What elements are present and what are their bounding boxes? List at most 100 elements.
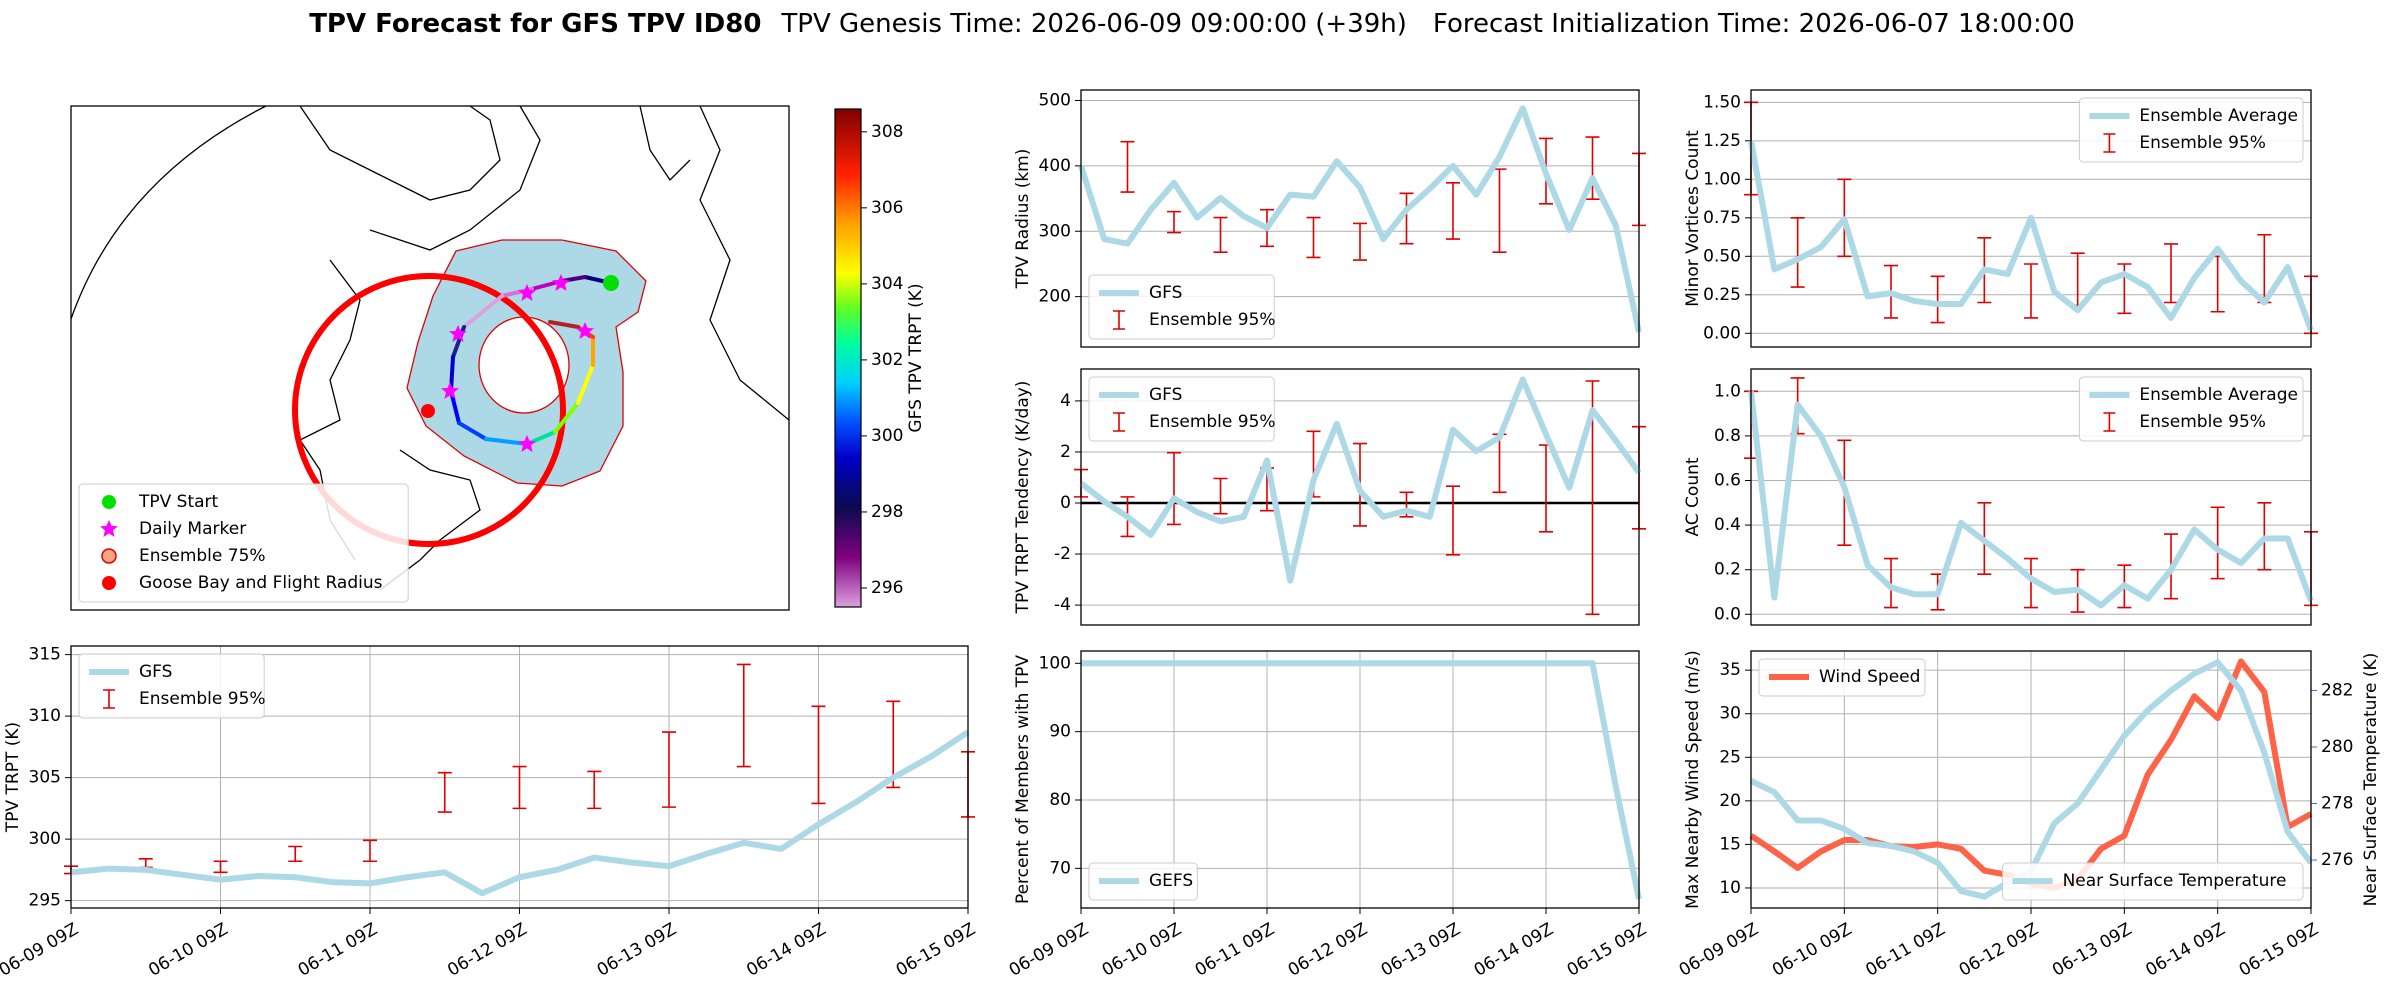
legend-errorbar (1113, 412, 1125, 432)
legend-box (1088, 862, 1198, 901)
coast (639, 105, 691, 182)
y-axis-label: Percent of Members with TPV (1013, 655, 1033, 904)
x-tick-label: 06-12 09Z (444, 919, 530, 980)
legend-label: Ensemble 75% (139, 546, 266, 566)
error-bar (2210, 255, 2225, 313)
legend-label: GFS (1149, 385, 1182, 405)
error-bar (213, 860, 228, 874)
coast (299, 105, 501, 201)
error-bar (587, 770, 602, 810)
error-bar (1539, 444, 1553, 533)
x-tick-label: 06-14 09Z (743, 919, 829, 980)
ensemble-area (406, 239, 647, 487)
colorbar (834, 108, 862, 608)
y-tick-label: 0.2 (1714, 560, 1741, 580)
x-tick-label: 06-13 09Z (2049, 919, 2135, 980)
x-tick-label: 06-11 09Z (295, 919, 381, 980)
legend-marker (102, 576, 116, 590)
y2-tick-label: 276 (2321, 850, 2353, 870)
colorbar-tick-label: 296 (871, 578, 903, 598)
y-tick-label: 300 (29, 829, 61, 849)
error-bar (1120, 140, 1135, 193)
y-axis-label: TPV TRPT Tendency (K/day) (1013, 381, 1033, 615)
y-tick-label: 1.00 (1703, 169, 1741, 189)
x-tick-label: 06-09 09Z (0, 919, 82, 980)
y-tick-label: 15 (1719, 834, 1741, 854)
y-tick-label: 295 (29, 891, 61, 911)
y-tick-label: 200 (1039, 287, 1071, 307)
y-tick-label: 500 (1039, 90, 1071, 110)
track-segment (484, 437, 529, 446)
error-bar (1399, 192, 1414, 245)
colorbar-label: GFS TPV TRPT (K) (906, 283, 926, 432)
y-tick-label: 2 (1060, 442, 1071, 462)
legend-label: Goose Bay and Flight Radius (139, 573, 383, 593)
figure-title: TPV Forecast for GFS TPV ID80 TPV Genesis… (309, 9, 2075, 39)
error-bar (1585, 136, 1600, 201)
flight-radius (292, 273, 566, 547)
y-tick-label: 315 (29, 645, 61, 665)
y-tick-label: 0.00 (1703, 323, 1741, 343)
x-tick-label: 06-10 09Z (1099, 919, 1185, 980)
legend-label: Wind Speed (1819, 667, 1920, 687)
error-bar (2070, 252, 2085, 307)
x-tick-label: 06-15 09Z (1564, 919, 1650, 980)
x-tick-label: 06-14 09Z (2142, 919, 2228, 980)
error-bar (1930, 275, 1945, 324)
error-bar (1306, 216, 1321, 259)
tpv-start (603, 275, 619, 291)
series-line (1079, 376, 1642, 584)
y-tick-label: 20 (1719, 791, 1741, 811)
y-tick-label: 1.25 (1703, 131, 1741, 151)
y-axis-label: TPV Radius (km) (1013, 149, 1033, 290)
axes-frame (1750, 89, 2312, 348)
error-bar (736, 663, 751, 768)
x-tick-label: 06-14 09Z (1471, 919, 1557, 980)
y-tick-label: 0.4 (1714, 515, 1741, 535)
x-tick-label: 06-15 09Z (893, 919, 979, 980)
series-line (1081, 660, 1642, 900)
y2-tick-label: 282 (2321, 681, 2353, 701)
legend-label: Daily Marker (139, 519, 246, 539)
error-bar (2164, 243, 2178, 304)
y-tick-label: 4 (1060, 391, 1071, 411)
y-tick-label: 10 (1719, 878, 1741, 898)
error-bar (437, 771, 452, 813)
x-tick-label: 06-10 09Z (1769, 919, 1855, 980)
error-bar (288, 845, 303, 863)
goose-bay (421, 404, 435, 418)
x-tick-label: 06-13 09Z (1378, 919, 1464, 980)
legend-box (78, 483, 409, 603)
y-tick-label: 1.50 (1703, 92, 1741, 112)
legend-label: TPV Start (138, 492, 219, 512)
error-bar (512, 765, 527, 810)
y-tick-label: 310 (29, 706, 61, 726)
coast (369, 105, 541, 251)
x-tick-label: 06-09 09Z (1676, 919, 1762, 980)
y-tick-label: 100 (1039, 653, 1071, 673)
series-line (1078, 105, 1642, 333)
y-tick-label: 400 (1039, 156, 1071, 176)
error-bar (811, 705, 826, 805)
legend-label: Ensemble 95% (2139, 412, 2266, 432)
x-tick-label: 06-13 09Z (594, 919, 680, 980)
legend-label: GFS (1149, 283, 1182, 303)
track-segment (576, 363, 595, 405)
coast (379, 449, 481, 591)
y-axis-label: TPV TRPT (K) (3, 722, 23, 833)
axes-frame (1750, 368, 2312, 626)
series-line (70, 729, 970, 897)
y2-tick-label: 280 (2321, 737, 2353, 757)
y-tick-label: 70 (1049, 858, 1071, 878)
title-genesis: TPV Genesis Time: 2026-06-09 09:00:00 (+… (780, 9, 1407, 39)
x-tick-label: 06-12 09Z (1956, 919, 2042, 980)
legend-box (2078, 376, 2304, 442)
legend-label: Ensemble 95% (2139, 133, 2266, 153)
y-tick-label: 80 (1049, 790, 1071, 810)
track-segment (553, 401, 580, 434)
x-tick-label: 06-12 09Z (1285, 919, 1371, 980)
y-tick-label: 90 (1049, 722, 1071, 742)
error-bar (1884, 557, 1898, 609)
axes-frame (1080, 89, 1640, 348)
